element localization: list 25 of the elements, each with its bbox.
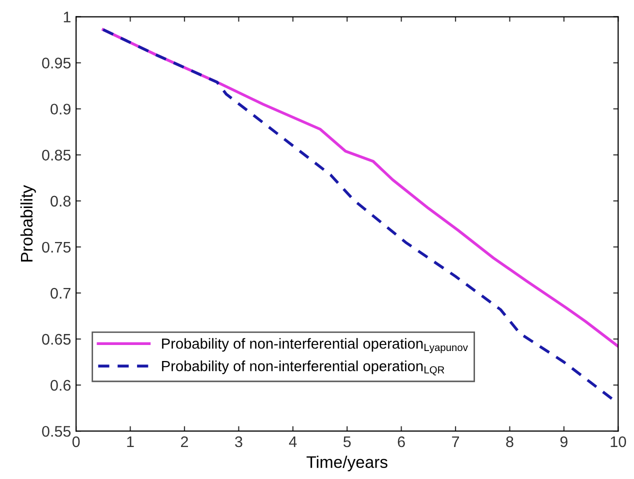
x-tick-label: 0 <box>72 436 80 448</box>
y-tick-label: 0.7 <box>50 288 70 299</box>
y-tick-label: 0.75 <box>42 242 71 253</box>
x-tick-label: 10 <box>610 436 626 448</box>
x-tick-label: 8 <box>506 436 514 448</box>
x-tick-label: 1 <box>127 436 134 448</box>
x-tick-label: 4 <box>289 436 297 448</box>
x-tick-label: 7 <box>452 436 460 448</box>
y-axis-title: Probability <box>20 185 36 262</box>
x-tick-label: 3 <box>235 436 242 448</box>
y-tick-label: 0.8 <box>50 196 71 207</box>
y-tick-label: 0.65 <box>42 334 71 345</box>
legend-label: Probability of non-interferential operation$_{LQR}$ <box>162 360 444 376</box>
x-tick-label: 6 <box>398 436 405 448</box>
y-tick-label: 0.55 <box>42 426 71 437</box>
y-tick-label: 0.95 <box>42 58 71 68</box>
y-tick-label: 0.9 <box>50 104 70 115</box>
x-tick-label: 9 <box>560 436 568 448</box>
x-axis-title: Time/years <box>306 456 388 472</box>
y-tick-label: 1 <box>64 12 70 22</box>
x-tick-label: 5 <box>343 436 351 448</box>
x-tick-label: 2 <box>181 436 188 448</box>
y-tick-label: 0.6 <box>50 380 71 391</box>
legend-label: Probability of non-interferential operation$_{Lyapunov}$ <box>162 338 468 354</box>
y-tick-label: 0.85 <box>42 150 71 161</box>
